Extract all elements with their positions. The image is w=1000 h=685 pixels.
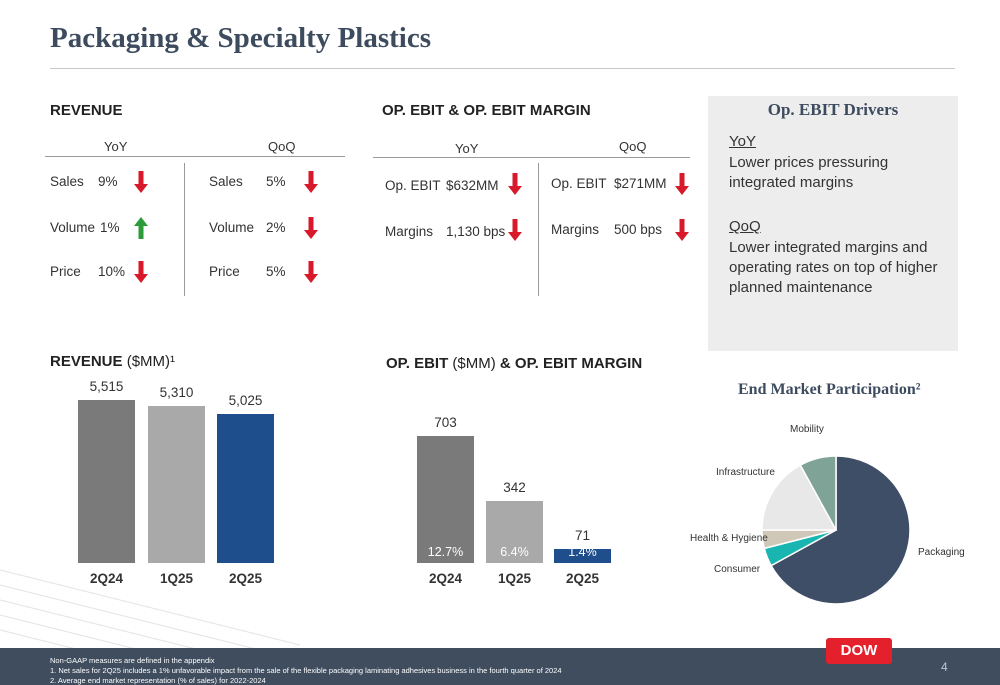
revenue-qoq-row-value: 2% bbox=[266, 220, 286, 235]
ebit-chart-heading-unit: ($MM) bbox=[452, 355, 496, 372]
revenue-qoq-row-value: 5% bbox=[266, 264, 286, 279]
drivers-qoq-text: Lower integrated margins and operating r… bbox=[729, 239, 938, 296]
drivers-yoy-text: Lower prices pressuring integrated margi… bbox=[729, 154, 889, 191]
arrow-up-icon bbox=[134, 217, 148, 239]
revenue-yoy-row-label: Sales bbox=[50, 174, 84, 189]
arrow-down-icon bbox=[675, 219, 689, 241]
ebit-qoq-row-value: $271MM bbox=[614, 176, 667, 191]
revenue-yoy-header: YoY bbox=[104, 139, 128, 154]
bar-value-label: 71 bbox=[574, 528, 591, 543]
ebit-qoq-row-label: Margins bbox=[551, 222, 600, 237]
ebit-chart-heading-bold-2: & OP. EBIT MARGIN bbox=[499, 355, 643, 372]
revenue-yoy-row-value: 10% bbox=[98, 264, 126, 279]
revenue-qoq-row-label: Price bbox=[209, 264, 240, 279]
arrow-down-icon bbox=[508, 219, 522, 241]
arrow-down-icon bbox=[508, 173, 522, 195]
arrow-down-icon bbox=[304, 217, 318, 239]
bar-margin-label: 12.7% bbox=[427, 545, 464, 559]
bar-category-label: 2Q24 bbox=[428, 571, 463, 586]
bar-value-label: 5,025 bbox=[228, 393, 263, 409]
drivers-yoy-label: YoY bbox=[729, 133, 756, 150]
ebit-chart-heading-bold-1: OP. EBIT bbox=[386, 355, 449, 372]
decorative-lines bbox=[0, 569, 300, 650]
bar bbox=[486, 501, 543, 563]
ebit-header-rule bbox=[373, 157, 690, 158]
bar-category-label: 2Q25 bbox=[228, 571, 263, 586]
bar bbox=[78, 400, 135, 563]
bar-category-label: 2Q24 bbox=[89, 571, 124, 586]
bar bbox=[217, 414, 274, 563]
revenue-qoq-row-label: Sales bbox=[209, 174, 243, 189]
bar-category-label: 1Q25 bbox=[497, 571, 532, 586]
pie-chart-title: End Market Participation² bbox=[738, 381, 921, 398]
ebit-drivers-panel bbox=[708, 96, 958, 351]
pie-slice bbox=[761, 464, 838, 531]
revenue-chart-heading-unit: ($MM)¹ bbox=[126, 353, 176, 370]
pie-slice-label: Health & Hygiene bbox=[690, 533, 768, 544]
footer-note-2: 2. Average end market representation (% … bbox=[50, 676, 266, 685]
page-title: Packaging & Specialty Plastics bbox=[50, 22, 432, 54]
bar-category-label: 1Q25 bbox=[159, 571, 194, 586]
revenue-yoy-row-label: Volume bbox=[50, 220, 96, 235]
bar-margin-label: 6.4% bbox=[500, 545, 529, 559]
ebit-chart-heading: OP. EBIT ($MM) & OP. EBIT MARGIN bbox=[386, 355, 642, 372]
ebit-qoq-header: QoQ bbox=[619, 139, 647, 154]
revenue-chart-heading-bold: REVENUE bbox=[50, 353, 123, 370]
pie-slice-label: Infrastructure bbox=[716, 467, 775, 478]
revenue-yoy-row-label: Price bbox=[50, 264, 81, 279]
arrow-down-icon bbox=[134, 171, 148, 193]
ebit-column-divider bbox=[538, 163, 539, 296]
revenue-qoq-header: QoQ bbox=[268, 139, 296, 154]
pie-slice bbox=[770, 455, 911, 605]
arrow-down-icon bbox=[304, 261, 318, 283]
revenue-heading: REVENUE bbox=[50, 102, 123, 119]
footer-note-nongaap: Non-GAAP measures are defined in the app… bbox=[50, 656, 215, 665]
bar-category-label: 2Q25 bbox=[565, 571, 600, 586]
ebit-yoy-row-label: Margins bbox=[385, 224, 434, 239]
pie-slice-label: Packaging bbox=[918, 547, 965, 558]
bar-value-label: 5,515 bbox=[89, 379, 124, 394]
bar-value-label: 703 bbox=[434, 415, 457, 430]
title-divider bbox=[50, 68, 955, 69]
ebit-qoq-row-label: Op. EBIT bbox=[551, 176, 607, 191]
ebit-qoq-row-value: 500 bps bbox=[614, 222, 663, 237]
bar bbox=[417, 436, 474, 563]
ebit-yoy-row-value: 1,130 bps bbox=[446, 224, 506, 239]
end-market-pie-chart bbox=[761, 455, 911, 605]
ebit-drivers-title: Op. EBIT Drivers bbox=[767, 100, 899, 119]
bar bbox=[554, 549, 611, 563]
revenue-header-rule bbox=[45, 156, 345, 157]
pie-slice-label: Consumer bbox=[714, 564, 761, 575]
footer-note-1: 1. Net sales for 2Q25 includes a 1% unfa… bbox=[50, 666, 562, 675]
revenue-yoy-row-value: 1% bbox=[100, 220, 120, 235]
revenue-qoq-row-label: Volume bbox=[209, 220, 255, 235]
revenue-yoy-row-value: 9% bbox=[98, 174, 118, 189]
revenue-qoq-row-value: 5% bbox=[266, 174, 286, 189]
drivers-qoq-label: QoQ bbox=[729, 218, 761, 235]
arrow-down-icon bbox=[134, 261, 148, 283]
ebit-yoy-row-label: Op. EBIT bbox=[385, 178, 441, 193]
revenue-chart-heading: REVENUE ($MM)¹ bbox=[50, 353, 175, 370]
ebit-yoy-header: YoY bbox=[455, 141, 479, 156]
ebit-yoy-row-value: $632MM bbox=[446, 178, 499, 193]
revenue-column-divider bbox=[184, 163, 185, 296]
page-number: 4 bbox=[941, 660, 948, 674]
ebit-heading: OP. EBIT & OP. EBIT MARGIN bbox=[382, 102, 591, 119]
bar bbox=[148, 406, 205, 563]
pie-slice-label: Mobility bbox=[790, 424, 824, 435]
pie-slice bbox=[799, 455, 837, 531]
bar-value-label: 342 bbox=[503, 480, 526, 496]
arrow-down-icon bbox=[675, 173, 689, 195]
dow-logo: DOW bbox=[826, 638, 892, 664]
bar-value-label: 5,310 bbox=[159, 385, 194, 401]
arrow-down-icon bbox=[304, 171, 318, 193]
bar-margin-label: 1.4% bbox=[568, 545, 597, 559]
